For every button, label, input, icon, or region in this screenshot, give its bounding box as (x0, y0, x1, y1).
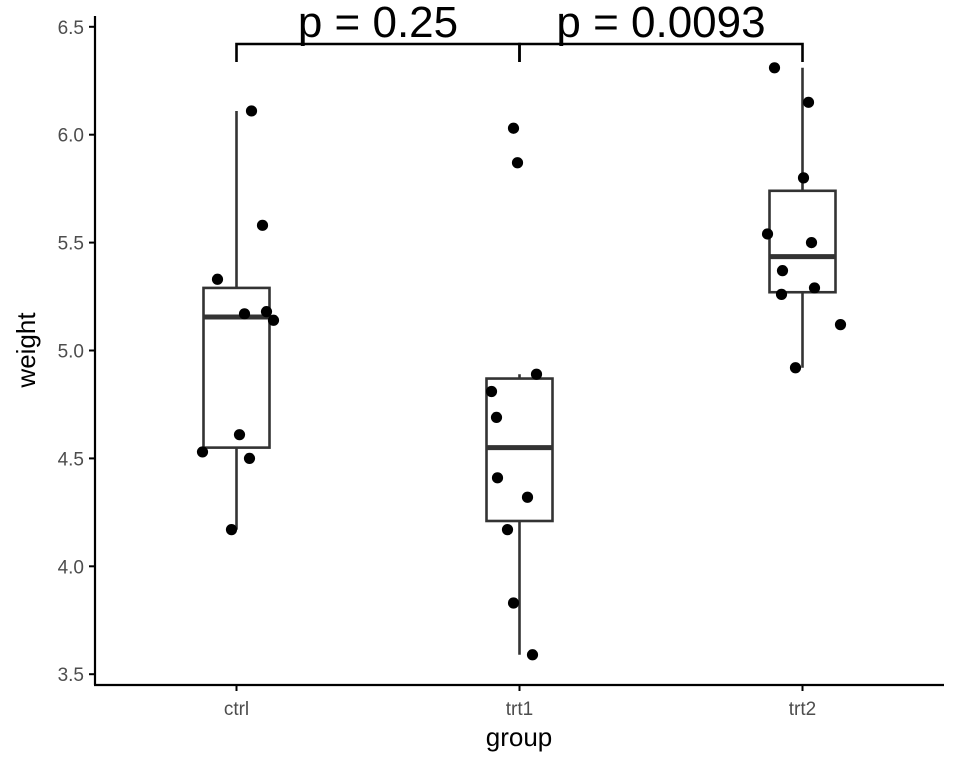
data-point-trt1 (521, 491, 534, 503)
data-point-trt1 (507, 597, 520, 609)
data-point-ctrl (260, 306, 273, 318)
data-point-ctrl (256, 219, 269, 231)
x-tick-label: ctrl (224, 699, 249, 720)
data-point-ctrl (196, 446, 209, 458)
y-tick-label: 6.5 (58, 18, 84, 39)
data-point-trt2 (805, 236, 818, 249)
comparison-brackets: p = 0.25 p = 0.0093 (235, 0, 804, 62)
x-tick-label: trt2 (789, 699, 816, 720)
y-tick-label: 6.0 (58, 126, 84, 147)
y-tick-label: 5.0 (58, 342, 84, 363)
data-point-trt2 (797, 172, 810, 184)
y-axis-title: weight (11, 312, 41, 389)
data-point-ctrl (211, 273, 224, 285)
data-point-ctrl (238, 308, 251, 320)
boxes-layer (202, 67, 837, 655)
y-tick-label: 5.5 (58, 234, 84, 255)
data-point-trt2 (768, 62, 781, 74)
iqr-box-trt2 (768, 189, 837, 294)
data-point-trt2 (802, 96, 815, 108)
data-point-trt1 (490, 411, 503, 423)
data-point-trt1 (507, 122, 520, 134)
box-trt2 (768, 67, 837, 368)
iqr-box-ctrl (202, 286, 271, 449)
data-point-ctrl (233, 429, 246, 441)
data-point-trt2 (776, 265, 789, 277)
axes-layer: 3.5 4.0 4.5 5.0 5.5 6.0 6.5 ctrl trt1 trt2 (58, 16, 944, 720)
box-trt1 (485, 374, 554, 655)
data-point-ctrl (267, 314, 280, 326)
y-tick-label: 3.5 (58, 665, 84, 686)
data-point-trt1 (501, 524, 514, 536)
data-point-trt1 (511, 157, 524, 169)
data-point-trt2 (775, 288, 788, 300)
x-axis-title: group (486, 722, 553, 752)
data-point-ctrl (243, 452, 256, 465)
data-point-trt1 (485, 385, 498, 398)
data-point-trt2 (761, 228, 774, 240)
data-point-ctrl (245, 105, 258, 117)
x-tick-label: trt1 (506, 699, 533, 720)
y-tick-label: 4.0 (58, 557, 84, 578)
comparison-bracket (518, 42, 804, 62)
data-point-trt2 (808, 282, 821, 294)
data-point-trt1 (530, 368, 543, 380)
data-point-trt1 (491, 472, 504, 484)
p-value-label: p = 0.0093 (556, 0, 765, 47)
points-layer (196, 62, 847, 661)
data-point-trt1 (526, 649, 539, 661)
box-ctrl (202, 110, 271, 530)
p-value-label: p = 0.25 (298, 0, 458, 47)
data-point-trt2 (789, 362, 802, 374)
data-point-ctrl (225, 524, 238, 536)
data-point-trt2 (834, 319, 847, 331)
y-tick-label: 4.5 (58, 449, 84, 470)
